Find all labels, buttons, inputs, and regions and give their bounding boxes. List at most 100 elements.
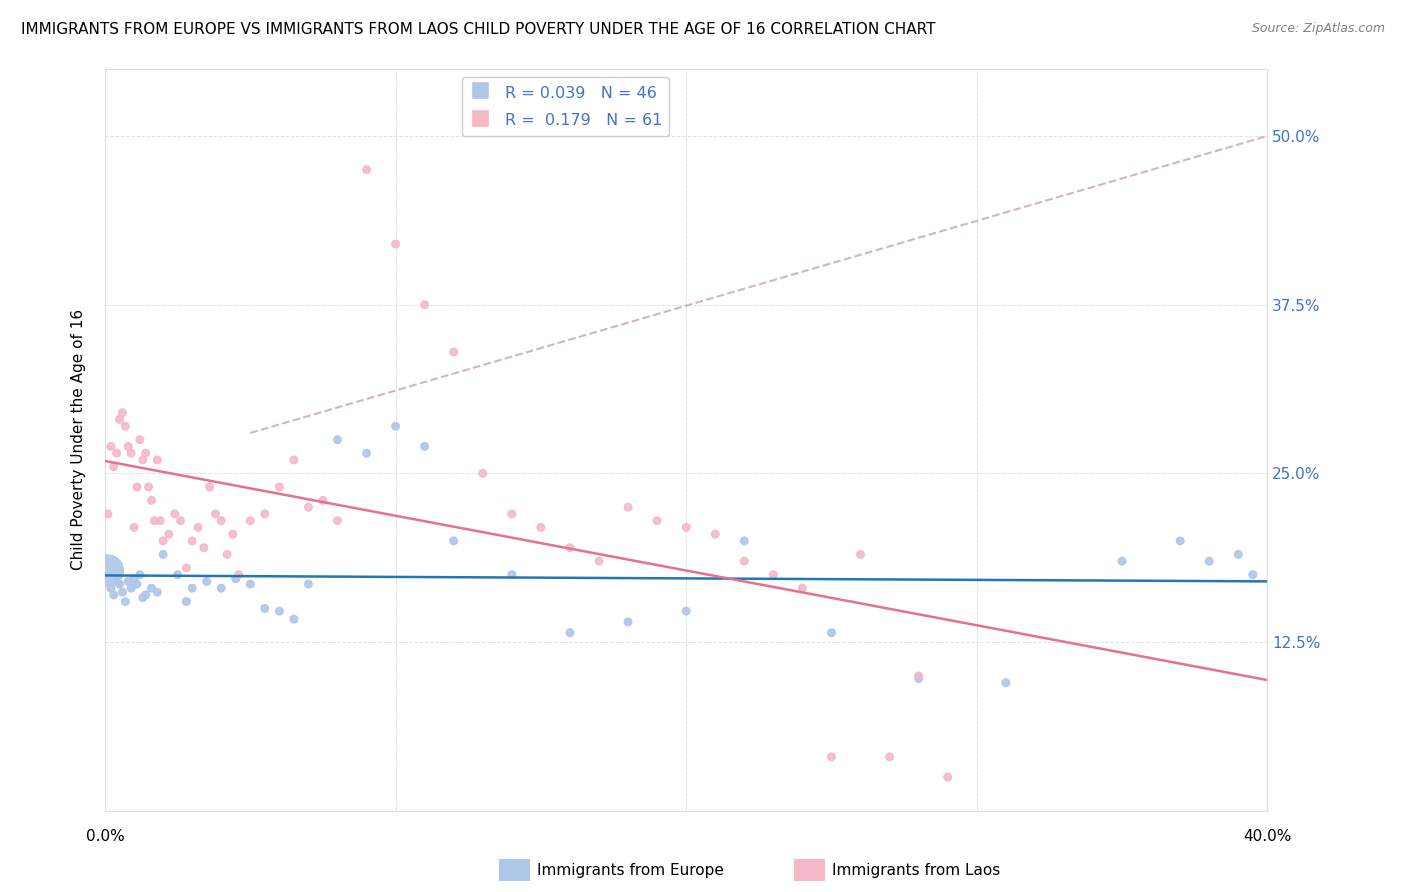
Point bbox=[103, 459, 125, 474]
Point bbox=[994, 675, 1017, 690]
Point bbox=[193, 541, 215, 555]
Point bbox=[138, 480, 160, 494]
Point bbox=[125, 577, 148, 591]
Point bbox=[733, 533, 755, 548]
Point bbox=[225, 572, 247, 586]
Point bbox=[704, 527, 727, 541]
Point bbox=[501, 567, 523, 582]
Point bbox=[907, 672, 929, 686]
Point bbox=[143, 514, 166, 528]
Point bbox=[100, 581, 122, 595]
Point bbox=[117, 439, 139, 453]
Point bbox=[326, 514, 349, 528]
Point bbox=[283, 453, 305, 467]
Point bbox=[120, 446, 142, 460]
Point bbox=[100, 439, 122, 453]
Point bbox=[163, 507, 186, 521]
Point bbox=[195, 574, 218, 589]
Point bbox=[198, 480, 221, 494]
Point bbox=[675, 520, 697, 534]
Point bbox=[105, 446, 128, 460]
Point bbox=[209, 514, 232, 528]
Point bbox=[215, 548, 238, 562]
Point bbox=[384, 419, 406, 434]
Text: IMMIGRANTS FROM EUROPE VS IMMIGRANTS FROM LAOS CHILD POVERTY UNDER THE AGE OF 16: IMMIGRANTS FROM EUROPE VS IMMIGRANTS FRO… bbox=[21, 22, 935, 37]
Point bbox=[356, 162, 378, 177]
Point bbox=[187, 520, 209, 534]
Point bbox=[166, 567, 188, 582]
Point bbox=[413, 298, 436, 312]
Point bbox=[558, 541, 581, 555]
Point bbox=[907, 669, 929, 683]
Point bbox=[176, 561, 198, 575]
Text: Immigrants from Laos: Immigrants from Laos bbox=[832, 863, 1001, 878]
Point bbox=[443, 533, 465, 548]
Point bbox=[149, 514, 172, 528]
Point bbox=[733, 554, 755, 568]
Point bbox=[471, 467, 494, 481]
Text: 0.0%: 0.0% bbox=[86, 829, 124, 844]
Point bbox=[297, 500, 319, 515]
Point bbox=[128, 433, 150, 447]
Point bbox=[879, 749, 901, 764]
Point bbox=[132, 591, 155, 605]
Point bbox=[588, 554, 610, 568]
Text: Immigrants from Europe: Immigrants from Europe bbox=[537, 863, 724, 878]
Point bbox=[1227, 548, 1250, 562]
Point bbox=[239, 577, 262, 591]
Point bbox=[135, 588, 157, 602]
Point bbox=[169, 514, 191, 528]
Point bbox=[1241, 567, 1264, 582]
Point bbox=[820, 625, 842, 640]
Point bbox=[111, 406, 134, 420]
Point bbox=[501, 507, 523, 521]
Point bbox=[253, 507, 276, 521]
Point bbox=[228, 567, 250, 582]
Point bbox=[103, 588, 125, 602]
Point bbox=[283, 612, 305, 626]
Point bbox=[413, 439, 436, 453]
Point bbox=[114, 419, 136, 434]
Point bbox=[530, 520, 553, 534]
Point bbox=[1168, 533, 1191, 548]
Point bbox=[105, 574, 128, 589]
Point bbox=[97, 507, 120, 521]
Legend: R = 0.039   N = 46, R =  0.179   N = 61: R = 0.039 N = 46, R = 0.179 N = 61 bbox=[461, 77, 669, 136]
Point bbox=[820, 749, 842, 764]
Point bbox=[122, 520, 145, 534]
Point bbox=[146, 453, 169, 467]
Point bbox=[617, 500, 640, 515]
Point bbox=[384, 237, 406, 252]
Point bbox=[128, 567, 150, 582]
Point bbox=[269, 480, 291, 494]
Point bbox=[1111, 554, 1133, 568]
Point bbox=[108, 577, 131, 591]
Point bbox=[209, 581, 232, 595]
Point bbox=[114, 594, 136, 608]
Y-axis label: Child Poverty Under the Age of 16: Child Poverty Under the Age of 16 bbox=[72, 310, 86, 570]
Point bbox=[675, 604, 697, 618]
Point bbox=[849, 548, 872, 562]
Point bbox=[239, 514, 262, 528]
Point bbox=[157, 527, 180, 541]
Point bbox=[312, 493, 335, 508]
Point bbox=[645, 514, 668, 528]
Point bbox=[356, 446, 378, 460]
Point bbox=[117, 574, 139, 589]
Point bbox=[152, 533, 174, 548]
Point bbox=[222, 527, 245, 541]
Point bbox=[125, 480, 148, 494]
Point bbox=[135, 446, 157, 460]
Point bbox=[141, 493, 163, 508]
Point bbox=[253, 601, 276, 615]
Text: 40.0%: 40.0% bbox=[1243, 829, 1292, 844]
Point bbox=[443, 345, 465, 359]
Point bbox=[762, 567, 785, 582]
Point bbox=[120, 581, 142, 595]
Point bbox=[297, 577, 319, 591]
Point bbox=[132, 453, 155, 467]
Point bbox=[141, 581, 163, 595]
Point bbox=[146, 585, 169, 599]
Point bbox=[326, 433, 349, 447]
Point bbox=[617, 615, 640, 629]
